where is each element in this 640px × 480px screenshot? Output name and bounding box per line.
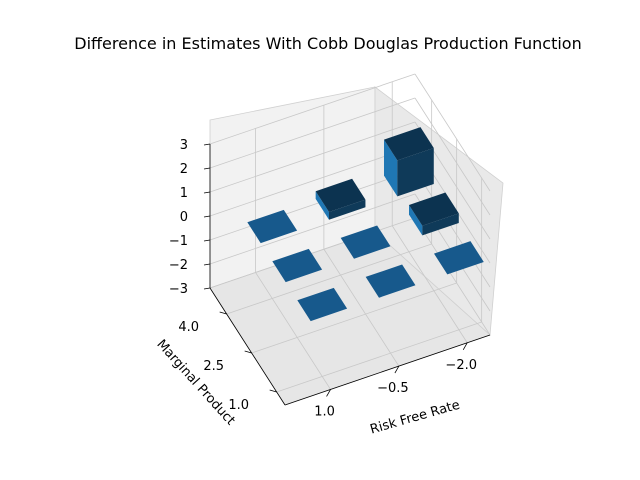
x-tick (394, 365, 400, 374)
x-tick (462, 342, 468, 350)
z-tick (203, 143, 211, 146)
gridline (391, 225, 468, 343)
z-tick-label: −2 (169, 258, 188, 273)
x-axis-label: Risk Free Rate (368, 398, 461, 438)
bar-face-top (272, 248, 323, 283)
z-tick-label: 1 (180, 186, 188, 201)
bar-face-top (297, 287, 348, 322)
bar-face-top (384, 127, 434, 161)
x-tick-label: −2.0 (445, 358, 477, 373)
bar (434, 241, 484, 275)
x-axis-line (284, 334, 491, 406)
bar-face-top (409, 192, 459, 226)
bar (365, 264, 416, 298)
z-tick-label: −1 (169, 234, 188, 249)
gridline (414, 73, 491, 192)
y-tick-label: 4.0 (178, 320, 199, 335)
gridline (276, 321, 482, 393)
bar-face-top (315, 178, 366, 213)
bar-face-front (409, 205, 423, 236)
bar (297, 287, 348, 322)
y-axis-line (209, 287, 286, 406)
z-tick (203, 191, 211, 194)
y-axis-label: Marginal Product (153, 337, 237, 428)
bar (409, 192, 459, 236)
z-tick (203, 215, 211, 218)
z-tick (203, 239, 211, 242)
bar (247, 209, 298, 244)
y-tick (219, 311, 227, 315)
y-tick-label: 1.0 (228, 398, 249, 413)
bar-face-top (434, 241, 484, 275)
bar-face-top (247, 209, 298, 244)
gridline (414, 217, 491, 336)
x-tick-label: 1.0 (314, 404, 335, 419)
gridline (414, 169, 491, 288)
z-tick-label: 0 (180, 210, 188, 225)
bar-face-top (365, 264, 416, 298)
bar-face-side (397, 147, 434, 197)
bar-face-side (422, 213, 459, 236)
gridline (226, 243, 432, 315)
gridline (209, 97, 416, 169)
bar (315, 178, 366, 220)
z-tick-label: −3 (169, 282, 188, 297)
z-tick-label: 3 (180, 138, 188, 153)
gridline (251, 282, 457, 354)
y-tick (244, 350, 252, 354)
y-tick-label: 2.5 (203, 359, 224, 374)
z-tick (203, 287, 211, 290)
bars (247, 127, 484, 322)
gridline (209, 121, 416, 193)
gridline (414, 97, 491, 216)
gridline (255, 272, 331, 390)
bar-face-front (315, 191, 329, 220)
gridline (209, 217, 416, 289)
y-tick (269, 389, 277, 393)
gridline (209, 193, 416, 265)
tick-labels: 1.0 −0.5 −2.0 1.0 2.5 4.0 −3 −2 −1 0 1 2 3 (169, 138, 477, 419)
z-tick (203, 263, 211, 266)
bar (272, 248, 323, 283)
bar-face-top (340, 225, 391, 259)
gridline (209, 73, 416, 145)
bar (384, 127, 434, 197)
bar-face-front (384, 139, 398, 197)
gridline (209, 169, 416, 241)
z-tick-label: 2 (180, 162, 188, 177)
gridline (323, 248, 400, 367)
x-tick-label: −0.5 (377, 381, 409, 396)
bar-face-side (329, 199, 366, 220)
bar (340, 225, 391, 259)
gridline (209, 145, 416, 217)
chart-title: Difference in Estimates With Cobb Dougla… (74, 34, 581, 53)
z-tick (203, 167, 211, 170)
x-tick (326, 389, 331, 397)
